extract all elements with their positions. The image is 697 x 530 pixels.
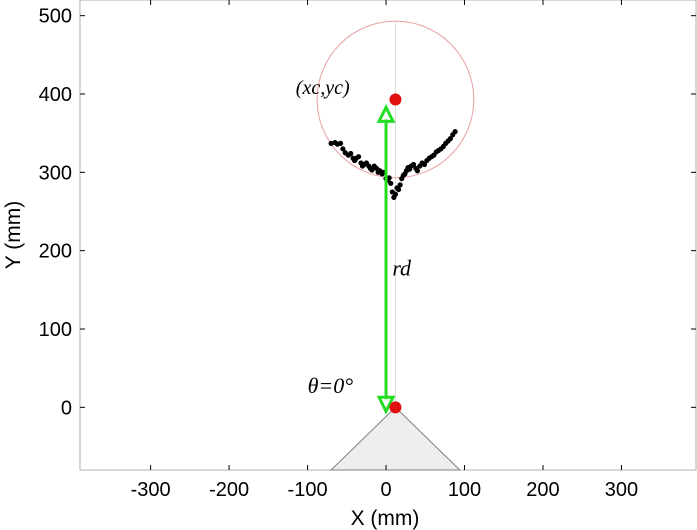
y-tick-label: 0: [61, 397, 72, 419]
arrow-head-top: [376, 103, 396, 123]
y-tick-label: 500: [39, 6, 72, 28]
x-tick-label: 200: [526, 479, 559, 501]
scan-point: [392, 191, 399, 197]
arrow-head-bottom: [376, 395, 396, 415]
scan-point: [421, 161, 428, 168]
radius-arrow: [376, 103, 396, 415]
scan-point: [414, 168, 421, 174]
x-axis-ticks: -300 -200 -100 0 100 200 300: [131, 0, 638, 501]
x-tick-label: 0: [380, 479, 391, 501]
center-label: (xc,yc): [296, 77, 350, 99]
sensor-origin-marker: [389, 401, 402, 414]
x-tick-label: -100: [288, 479, 328, 501]
center-markers: [389, 93, 402, 414]
x-tick-label: -200: [209, 479, 249, 501]
scan-point: [395, 186, 402, 193]
x-tick-label: -300: [131, 479, 171, 501]
scan-point: [340, 146, 346, 152]
scan-point: [355, 154, 362, 160]
annotations: (xc,yc) rd θ=0°: [296, 77, 412, 398]
scan-point: [452, 129, 458, 135]
y-tick-label: 400: [39, 84, 72, 106]
y-axis-label: Y (mm): [2, 201, 25, 269]
circle-center-marker: [389, 93, 402, 106]
x-tick-label: 300: [605, 479, 638, 501]
plot-area: [79, 0, 697, 471]
x-tick-label: 100: [448, 479, 481, 501]
scan-point: [369, 167, 375, 173]
scan-point: [328, 140, 334, 146]
x-axis-label: X (mm): [351, 507, 420, 530]
scan-point: [386, 175, 392, 181]
sensor-cone: [329, 406, 462, 471]
scan-point: [447, 136, 453, 142]
scan-point: [410, 161, 417, 168]
y-tick-label: 300: [39, 162, 72, 184]
angle-label: θ=0°: [308, 373, 354, 398]
y-tick-label: 200: [39, 241, 72, 263]
scan-point: [397, 182, 403, 188]
fitted-circle: [316, 20, 475, 179]
scan-point: [348, 150, 354, 157]
scan-point: [388, 180, 394, 186]
radius-label: rd: [392, 256, 412, 281]
y-tick-label: 100: [39, 319, 72, 341]
scan-point: [337, 140, 344, 146]
scan-points: [328, 129, 458, 200]
y-axis-ticks: 0 100 200 300 400 500: [39, 6, 696, 419]
